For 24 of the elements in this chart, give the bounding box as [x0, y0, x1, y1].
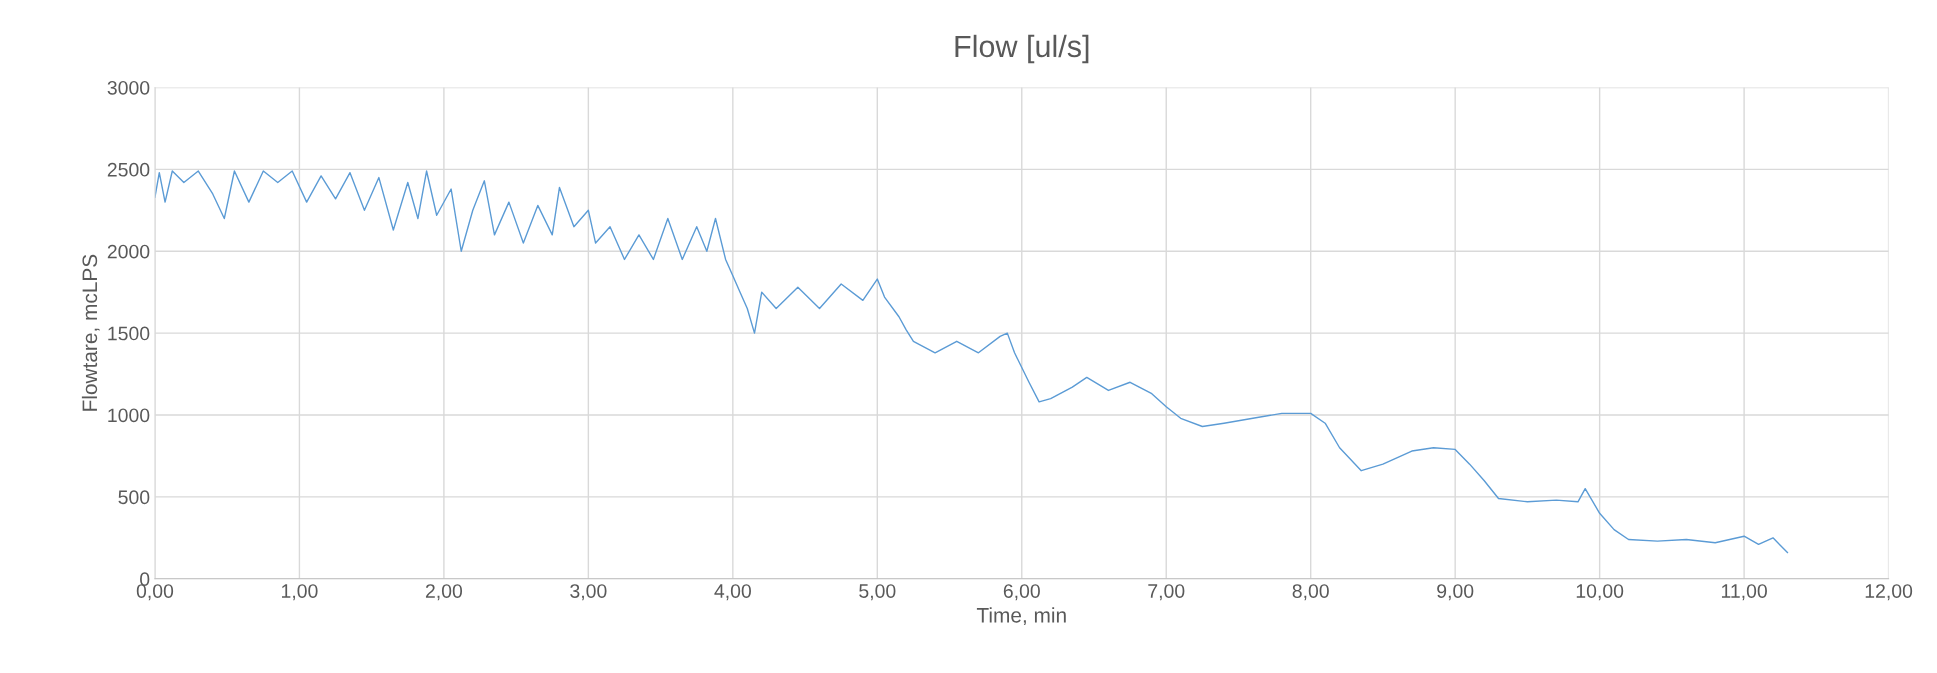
x-tick-label: 1,00 [281, 584, 318, 601]
y-tick-label: 3000 [107, 80, 150, 95]
x-tick-label: 10,00 [1576, 584, 1624, 601]
line-series [154, 170, 1789, 554]
y-tick-label: 1500 [108, 326, 150, 341]
x-tick-label: 6,00 [1003, 584, 1040, 601]
x-tick-label: 5,00 [859, 584, 896, 601]
y-tick-label: 2500 [107, 162, 150, 177]
x-tick-label: 8,00 [1292, 584, 1329, 601]
y-axis-title: Flowtare, mcLPS [81, 254, 100, 411]
y-tick-label: 0 [140, 572, 150, 587]
x-tick-label: 12,00 [1865, 584, 1913, 601]
x-tick-label: 2,00 [425, 584, 463, 601]
x-tick-label: 0,00 [136, 584, 174, 601]
x-tick-label: 11,00 [1721, 584, 1767, 601]
chart-title: Flow [ul/s] [955, 34, 1089, 64]
x-tick-label: 9,00 [1437, 584, 1474, 601]
x-tick-label: 7,00 [1148, 584, 1185, 601]
y-tick-label: 2000 [107, 244, 150, 259]
y-tick-label: 1000 [108, 408, 150, 423]
x-axis-title: Time, min [976, 607, 1066, 626]
x-tick-label: 3,00 [570, 584, 607, 601]
x-tick-label: 4,00 [714, 584, 751, 601]
y-tick-label: 500 [118, 490, 150, 505]
